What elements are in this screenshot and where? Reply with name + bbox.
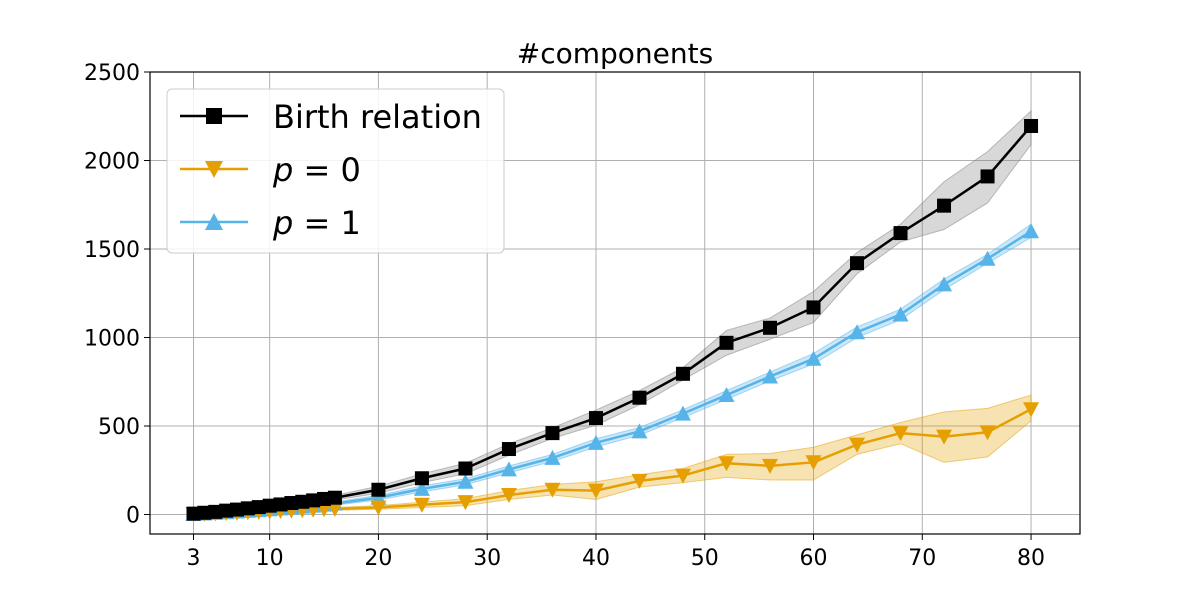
x-tick-label: 20 — [364, 546, 392, 571]
data-point — [197, 505, 212, 520]
data-point — [414, 471, 429, 486]
x-tick-label: 10 — [256, 546, 284, 571]
series-markers — [185, 118, 1040, 523]
data-point — [1023, 402, 1040, 418]
x-tick-label: 3 — [187, 546, 201, 571]
legend-box — [166, 88, 505, 254]
data-point — [980, 169, 995, 184]
data-point — [674, 405, 691, 421]
x-tick-label: 80 — [1017, 546, 1045, 571]
data-point — [936, 429, 953, 445]
legend: Birth relation p = 0 p = 1 — [166, 88, 505, 254]
data-point — [371, 482, 386, 497]
legend-marker — [205, 213, 223, 230]
data-point — [413, 497, 430, 513]
x-axis-ticks: 3 10 20 30 40 50 60 70 80 — [187, 534, 1045, 571]
data-point — [544, 482, 561, 498]
data-point — [892, 306, 909, 322]
data-point — [208, 504, 223, 519]
data-point — [186, 506, 201, 521]
y-tick-label: 2500 — [84, 61, 140, 86]
data-point — [763, 320, 777, 335]
legend-label: Birth relation — [273, 98, 482, 136]
data-point — [718, 387, 735, 403]
data-point — [317, 491, 332, 506]
data-point — [262, 498, 277, 513]
x-tick-label: 30 — [473, 546, 501, 571]
x-tick-label: 40 — [582, 546, 610, 571]
data-point — [587, 434, 604, 450]
data-point — [295, 494, 310, 509]
data-point — [979, 425, 996, 441]
data-point — [806, 300, 821, 315]
legend-label: p = 0 — [272, 151, 361, 189]
data-point — [762, 458, 778, 474]
x-tick-label: 70 — [908, 546, 936, 571]
data-point — [674, 468, 691, 484]
data-point — [718, 456, 735, 472]
data-point — [805, 455, 822, 471]
series-line — [193, 230, 1032, 516]
data-point — [805, 350, 822, 366]
data-point — [327, 490, 342, 505]
x-tick-label: 50 — [691, 546, 719, 571]
data-point — [675, 366, 690, 381]
confidence-band — [193, 223, 1032, 515]
data-point — [544, 449, 561, 465]
data-point — [631, 423, 648, 439]
data-point — [936, 276, 953, 292]
data-point — [937, 198, 952, 213]
data-point — [893, 226, 908, 241]
grid-lines — [150, 71, 1080, 534]
data-point — [979, 250, 996, 266]
plot-frame — [149, 71, 1081, 535]
data-point — [545, 426, 560, 441]
data-point — [892, 426, 909, 442]
data-point — [849, 324, 866, 340]
y-tick-label: 2000 — [84, 150, 140, 175]
x-tick-label: 60 — [800, 546, 828, 571]
data-point — [457, 473, 474, 489]
legend-label: p = 1 — [272, 204, 361, 242]
data-point — [762, 368, 778, 384]
data-point — [284, 496, 299, 511]
data-point — [219, 503, 234, 518]
data-point — [500, 461, 517, 477]
legend-marker — [205, 161, 223, 178]
data-point — [632, 390, 647, 405]
data-point — [1023, 223, 1040, 239]
y-tick-label: 1000 — [84, 327, 140, 352]
data-point — [251, 500, 266, 515]
data-point — [458, 461, 473, 476]
y-tick-label: 0 — [126, 504, 140, 529]
data-point — [306, 493, 321, 508]
data-point — [587, 483, 604, 499]
y-axis-ticks: 0 500 1000 1500 2000 2500 — [84, 61, 150, 529]
data-point — [849, 437, 866, 453]
data-point — [501, 442, 516, 457]
y-tick-label: 1500 — [84, 238, 140, 263]
chart-title: #components — [517, 37, 713, 70]
data-point — [240, 501, 255, 516]
data-point — [500, 488, 517, 504]
data-point — [457, 495, 474, 511]
data-point — [1024, 118, 1039, 133]
data-point — [850, 256, 865, 271]
data-point — [588, 411, 603, 426]
data-point — [230, 502, 245, 517]
y-tick-label: 500 — [98, 415, 140, 440]
legend-marker — [206, 108, 222, 124]
data-point — [413, 480, 430, 496]
data-point — [370, 500, 387, 516]
data-point — [631, 473, 648, 489]
data-point — [719, 335, 734, 350]
data-point — [273, 497, 288, 512]
